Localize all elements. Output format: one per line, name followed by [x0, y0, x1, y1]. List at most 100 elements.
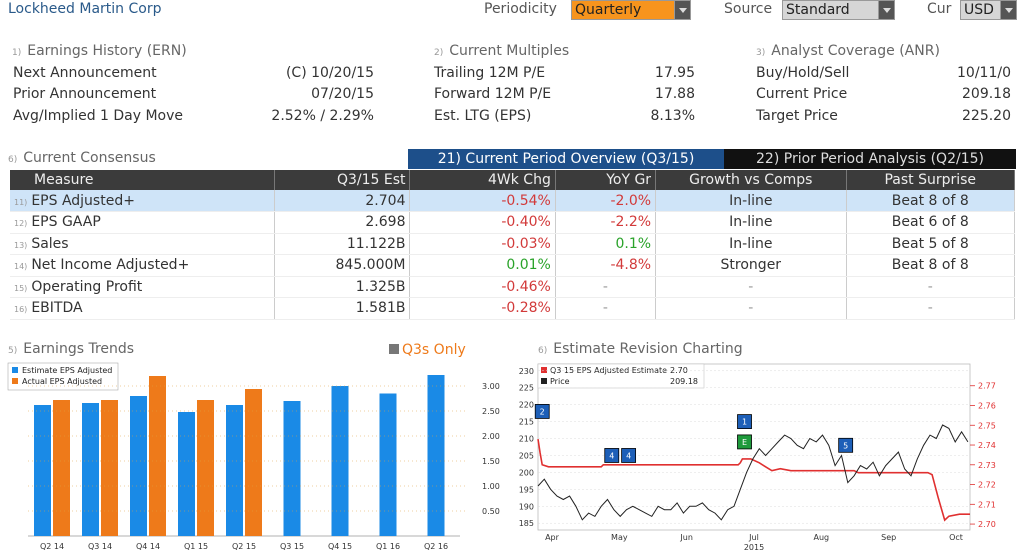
section-number: 5) — [8, 346, 18, 356]
estimate-revision-header[interactable]: 6) Estimate Revision Charting — [538, 341, 743, 357]
column-header-4wk-chg[interactable]: 4Wk Chg — [409, 170, 556, 190]
event-marker-label: 2 — [540, 407, 545, 416]
legend-price-value: 209.18 — [670, 377, 698, 386]
periodicity-select[interactable]: Quarterly — [571, 0, 691, 20]
section-number: 3) — [756, 48, 766, 58]
event-marker-label: 4 — [609, 451, 614, 460]
section-number: 6) — [538, 346, 548, 356]
cell-past-surprise: Beat 6 of 8 — [846, 211, 1016, 234]
prior-announcement-label: Prior Announcement — [13, 86, 157, 102]
section-title: Estimate Revision Charting — [553, 341, 743, 357]
event-marker[interactable] — [621, 448, 637, 463]
table-row[interactable]: 13) Sales 11.122B -0.03% 0.1% In-line Beat 5 o… — [10, 233, 1016, 255]
currency-label: Cur — [927, 1, 952, 17]
cell-4wk-chg: -0.46% — [409, 276, 556, 298]
column-header-growth-vs-comps[interactable]: Growth vs Comps — [655, 170, 847, 190]
bar-estimate[interactable] — [427, 375, 445, 536]
bar-actual[interactable] — [53, 400, 70, 536]
bar-estimate[interactable] — [283, 401, 301, 536]
buy-hold-sell-label: Buy/Hold/Sell — [756, 65, 850, 81]
cell-yoy-gr: - — [555, 297, 657, 320]
section-number: 6) — [8, 155, 18, 165]
table-row[interactable]: 12) EPS GAAP 2.698 -0.40% -2.2% In-line Beat 6… — [10, 211, 1016, 234]
earnings-trends-header[interactable]: 5) Earnings Trends — [8, 341, 134, 357]
earnings-history-header[interactable]: 1) Earnings History (ERN) — [12, 43, 187, 59]
company-name: Lockheed Martin Corp — [8, 1, 162, 17]
tab-prior-period[interactable]: 22) Prior Period Analysis (Q2/15) — [724, 149, 1016, 169]
row-index: 16) — [14, 305, 28, 315]
chevron-down-icon — [878, 1, 894, 19]
x-tick-label: Q1 16 — [376, 542, 400, 551]
event-marker[interactable] — [838, 437, 854, 453]
cell-est: 1.325B — [274, 276, 411, 298]
current-price-label: Current Price — [756, 86, 848, 102]
legend-swatch-estimate — [541, 367, 547, 373]
table-header-row: Measure Q3/15 Est 4Wk Chg YoY Gr Growth … — [10, 170, 1016, 190]
cell-yoy-gr: -4.8% — [555, 254, 657, 277]
event-marker-label: E — [742, 438, 747, 447]
table-row[interactable]: 11) EPS Adjusted+ 2.704 -0.54% -2.0% In-line B… — [10, 190, 1016, 212]
legend-swatch-estimate — [12, 367, 18, 373]
x-tick-label: Q4 15 — [328, 542, 352, 551]
column-header-past-surprise[interactable]: Past Surprise — [846, 170, 1016, 190]
bar-actual[interactable] — [245, 389, 262, 536]
left-y-tick-label: 220 — [519, 401, 534, 410]
bar-estimate[interactable] — [178, 412, 195, 536]
column-header-yoy-gr[interactable]: YoY Gr — [555, 170, 657, 190]
measure-label: Operating Profit — [31, 278, 143, 295]
left-y-tick-label: 205 — [519, 451, 534, 460]
table-row[interactable]: 16) EBITDA 1.581B -0.28% - - - — [10, 297, 1016, 320]
cell-4wk-chg: 0.01% — [409, 254, 556, 277]
bar-actual[interactable] — [197, 400, 214, 536]
next-announcement-value: (C) 10/20/15 — [285, 65, 374, 81]
event-marker[interactable] — [604, 448, 620, 463]
cell-yoy-gr: -2.0% — [555, 190, 657, 212]
x-tick-label: Q2 15 — [232, 542, 256, 551]
cell-est: 2.698 — [274, 211, 411, 234]
current-multiples-header: 2) Current Multiples — [434, 43, 569, 59]
table-row[interactable]: 15) Operating Profit 1.325B -0.46% - - - — [10, 276, 1016, 298]
cell-est: 11.122B — [274, 233, 411, 255]
column-header-est[interactable]: Q3/15 Est — [274, 170, 411, 190]
price-series-line — [537, 424, 969, 521]
source-label: Source — [724, 1, 773, 17]
analyst-coverage-header[interactable]: 3) Analyst Coverage (ANR) — [756, 43, 940, 59]
cell-est: 845.000M — [274, 254, 411, 277]
measure-label: Net Income Adjusted+ — [31, 257, 190, 274]
est-ltg-value: 8.13% — [650, 108, 695, 124]
column-header-measure[interactable]: Measure — [10, 170, 276, 190]
bar-estimate[interactable] — [82, 403, 99, 536]
q3s-only-toggle[interactable]: Q3s Only — [389, 342, 466, 358]
currency-select[interactable]: USD — [960, 0, 1017, 20]
event-marker[interactable] — [737, 434, 752, 450]
right-y-tick-label: 2.74 — [978, 441, 996, 450]
left-y-tick-label: 190 — [519, 502, 534, 511]
forward-pe-label: Forward 12M P/E — [434, 86, 552, 102]
y-tick-label: 2.50 — [482, 407, 500, 416]
event-marker-label: 1 — [742, 418, 747, 427]
bar-actual[interactable] — [149, 376, 166, 536]
bar-estimate[interactable] — [130, 396, 147, 536]
section-number: 1) — [12, 48, 22, 58]
cell-growth-vs-comps: In-line — [655, 233, 847, 255]
x-tick-label: Oct — [949, 533, 963, 542]
next-announcement-label: Next Announcement — [13, 65, 157, 81]
measure-label: Sales — [31, 235, 69, 252]
bar-estimate[interactable] — [34, 405, 51, 536]
cell-measure: 11) EPS Adjusted+ — [10, 190, 276, 212]
cell-past-surprise: Beat 8 of 8 — [846, 254, 1016, 277]
cell-growth-vs-comps: - — [655, 276, 847, 298]
bar-estimate[interactable] — [226, 405, 243, 536]
legend-estimate-value: 2.70 — [670, 366, 688, 375]
event-marker[interactable] — [534, 404, 550, 419]
table-row[interactable]: 14) Net Income Adjusted+ 845.000M 0.01% -4.8… — [10, 254, 1016, 277]
left-y-tick-label: 185 — [519, 519, 534, 528]
bar-estimate[interactable] — [379, 393, 397, 537]
tab-current-period[interactable]: 21) Current Period Overview (Q3/15) — [408, 149, 724, 169]
left-y-tick-label: 200 — [519, 468, 534, 477]
legend-actual-label: Actual EPS Adjusted — [22, 377, 102, 386]
bar-actual[interactable] — [101, 400, 118, 536]
source-select[interactable]: Standard — [782, 0, 895, 20]
trailing-pe-label: Trailing 12M P/E — [434, 65, 546, 81]
event-marker[interactable] — [737, 414, 752, 429]
